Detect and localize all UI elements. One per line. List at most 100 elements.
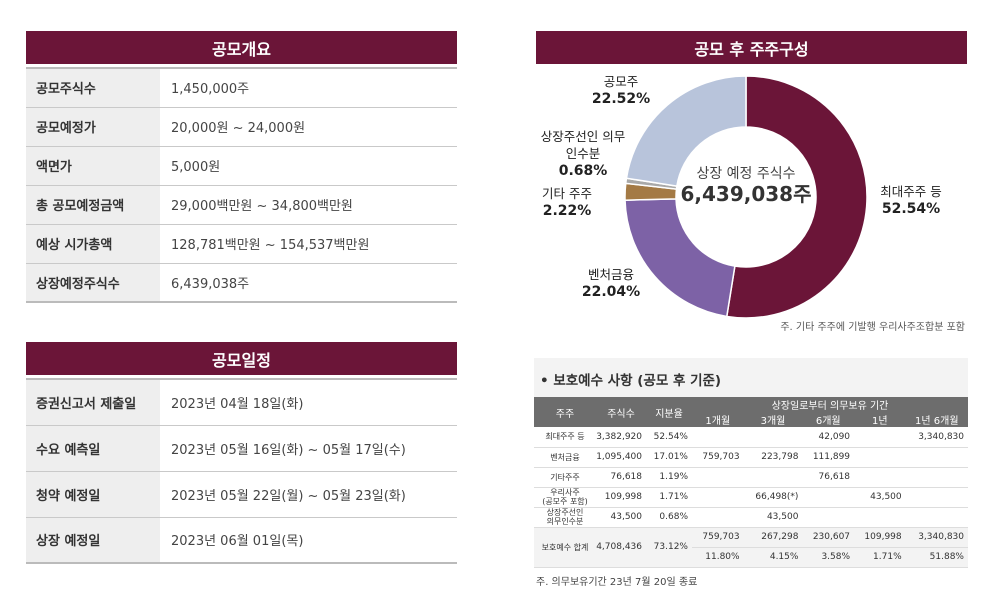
cell [743,427,803,448]
table-row: 상장예정주식수 6,439,038주 [26,263,457,303]
col-6m: 6개월 [802,412,855,427]
cell [692,487,744,508]
row-value: 2023년 05월 22일(월) ~ 05월 23일(화) [160,471,457,518]
cell: 76,618 [596,467,646,488]
total-row: 보호예수 합계 4,708,436 73.12% 759,703 267,298… [534,527,968,568]
cell: 3.58% [802,547,855,568]
cell: 109,998 [596,487,646,508]
donut-slice-4 [625,75,747,187]
slice-name: 상장주선인 의무인수분 [540,129,626,161]
holder-name-line1: 우리사주 [550,488,580,497]
cell: 0.68% [646,507,692,528]
cell: 759,703 [692,527,744,548]
col-holder: 주주 [534,397,596,427]
holder-name-line2: 의무인수분 [546,517,584,526]
cell: 43,500 [743,507,803,528]
cell [692,507,744,528]
slice-name: 공모주 [603,74,639,89]
table-row: 공모주식수 1,450,000주 [26,67,457,108]
holder-name: 벤처금융 [534,447,596,468]
slice-value: 2.22% [542,203,592,219]
row-value: 29,000백만원 ~ 34,800백만원 [160,185,457,225]
cell [692,427,744,448]
cell: 42,090 [802,427,855,448]
donut-slice-1 [624,198,736,318]
total-name: 보호예수 합계 [534,527,596,568]
cell [854,427,906,448]
cell: 73.12% [646,527,692,568]
slice-name: 벤처금융 [587,267,634,282]
row-label: 공모주식수 [26,67,160,108]
slice-label-ipo: 공모주 22.52% [576,73,666,108]
cell: 109,998 [854,527,906,548]
table-row: 벤처금융 1,095,400 17.01% 759,703 223,798 11… [534,447,968,468]
slice-value: 22.52% [591,91,651,107]
slice-name: 기타 주주 [542,186,592,201]
slice-label-venture: 벤처금융 22.04% [556,266,666,301]
table-row: 총 공모예정금액 29,000백만원 ~ 34,800백만원 [26,185,457,225]
cell [854,467,906,488]
row-value: 128,781백만원 ~ 154,537백만원 [160,224,457,264]
lockup-title: • 보호예수 사항 (공모 후 기준) [540,373,722,389]
cell [905,507,968,528]
cell: 43,500 [596,507,646,528]
cell: 4,708,436 [596,527,646,568]
cell [905,467,968,488]
col-ratio: 지분율 [646,397,692,427]
cell: 51.88% [905,547,968,568]
cell: 76,618 [802,467,855,488]
overview-table: 공모주식수 1,450,000주 공모예정가 20,000원 ~ 24,000원 액… [26,67,457,303]
row-value: 2023년 04월 18일(화) [160,378,457,426]
holder-name: 최대주주 등 [534,427,596,448]
cell: 3,340,830 [905,427,968,448]
cell: 111,899 [802,447,855,468]
table-row: 상장주선인 의무인수분 43,500 0.68% 43,500 [534,507,968,528]
row-value: 6,439,038주 [160,263,457,303]
row-label: 예상 시가총액 [26,224,160,264]
table-row: 최대주주 등 3,382,920 52.54% 42,090 3,340,830 [534,427,968,448]
donut-chart [536,63,968,333]
row-value: 5,000원 [160,146,457,186]
schedule-title: 공모일정 [26,342,457,375]
row-label: 청약 예정일 [26,471,160,518]
cell: 230,607 [802,527,855,548]
col-period: 상장일로부터 의무보유 기간 [692,397,968,412]
col-1y: 1년 [854,412,906,427]
row-label: 상장예정주식수 [26,263,160,303]
cell: 267,298 [743,527,803,548]
table-row: 우리사주 (공모주 포함) 109,998 1.71% 66,498(*) 43,… [534,487,968,508]
col-1m: 1개월 [692,412,744,427]
cell: 1.19% [646,467,692,488]
holder-name: 상장주선인 의무인수분 [534,507,596,528]
cell [854,447,906,468]
cell: 4.15% [743,547,803,568]
col-3m: 3개월 [743,412,803,427]
holder-name: 기타주주 [534,467,596,488]
row-value: 2023년 06월 01일(목) [160,517,457,564]
cell [854,507,906,528]
table-row: 액면가 5,000원 [26,146,457,186]
slice-label-major: 최대주주 등 52.54% [851,183,971,218]
center-value: 6,439,038주 [680,182,812,206]
table-row: 공모예정가 20,000원 ~ 24,000원 [26,107,457,147]
cell: 11.80% [692,547,744,568]
slice-label-other: 기타 주주 2.22% [528,185,606,220]
table-row: 상장 예정일 2023년 06월 01일(목) [26,517,457,564]
cell [905,447,968,468]
table-row: 기타주주 76,618 1.19% 76,618 [534,467,968,488]
col-shares: 주식수 [596,397,646,427]
row-label: 총 공모예정금액 [26,185,160,225]
cell: 1,095,400 [596,447,646,468]
cell [905,487,968,508]
cell: 66,498(*) [743,487,803,508]
holder-name-line1: 상장주선인 [546,508,584,517]
cell [802,507,855,528]
slice-value: 22.04% [581,284,641,300]
cell: 223,798 [743,447,803,468]
total-pct-row: 11.80% 4.15% 3.58% 1.71% 51.88% [534,547,968,568]
chart-note: 주. 기타 주주에 기발행 우리사주조합분 포함 [780,322,965,333]
donut-svg [624,75,868,319]
cell [692,467,744,488]
cell [743,467,803,488]
schedule-table: 증권신고서 제출일 2023년 04월 18일(화) 수요 예측일 2023년 05… [26,378,457,564]
